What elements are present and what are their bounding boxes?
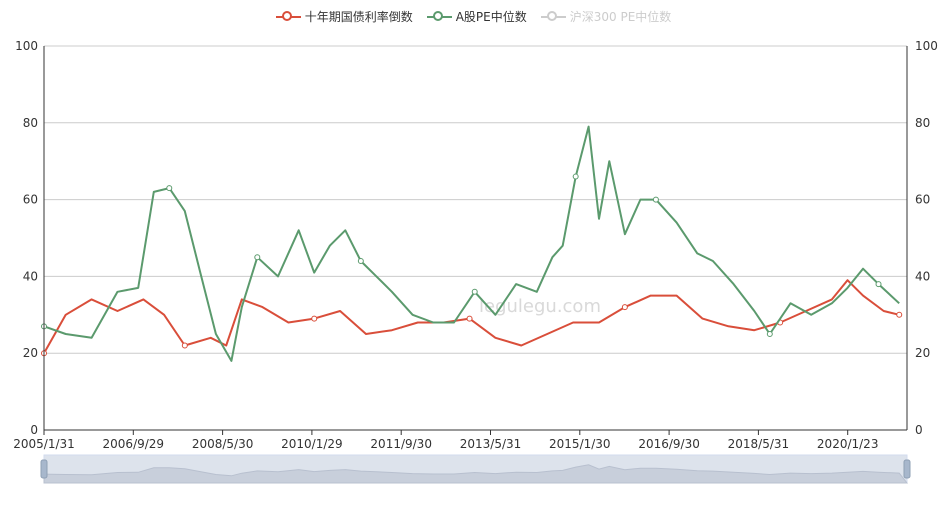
y-tick-label-right: 100	[915, 39, 938, 53]
legend-marker-icon	[426, 10, 452, 24]
y-tick-label-left: 0	[30, 423, 38, 437]
y-tick-label-right: 0	[915, 423, 923, 437]
y-tick-label-right: 60	[915, 193, 930, 207]
legend-item-a-share-pe-median[interactable]: A股PE中位数	[426, 8, 527, 25]
y-tick-label-right: 40	[915, 269, 930, 283]
data-point	[652, 196, 659, 203]
data-point	[311, 315, 318, 322]
zoom-handle[interactable]	[903, 459, 911, 479]
data-point	[466, 315, 473, 322]
x-tick-label: 2005/1/31	[13, 437, 75, 451]
x-tick-label: 2010/1/29	[281, 437, 343, 451]
legend-item-bond-yield-inverse[interactable]: 十年期国债利率倒数	[275, 8, 413, 25]
data-point	[766, 331, 773, 337]
data-point	[181, 342, 188, 349]
data-point	[621, 304, 628, 311]
zoom-handle[interactable]	[40, 459, 48, 479]
series-line	[43, 125, 900, 362]
data-point	[254, 254, 261, 261]
data-point	[166, 185, 173, 192]
watermark: legulegu.com	[479, 296, 601, 317]
x-tick-label: 2018/5/31	[728, 437, 790, 451]
zoom-preview-area	[43, 464, 909, 484]
data-point	[471, 288, 478, 295]
legend-label: A股PE中位数	[455, 10, 527, 24]
data-point	[875, 281, 882, 288]
y-tick-label-left: 60	[23, 193, 38, 207]
x-tick-label: 2016/9/30	[638, 437, 700, 451]
legend-label: 沪深300 PE中位数	[569, 10, 672, 24]
y-tick-label-right: 20	[915, 346, 930, 360]
data-zoom-slider[interactable]	[40, 454, 911, 484]
y-tick-label-left: 80	[23, 116, 38, 130]
legend-marker-icon	[275, 10, 301, 24]
legend-item-csi300-pe-median[interactable]: 沪深300 PE中位数	[540, 8, 672, 25]
x-tick-label: 2015/1/30	[549, 437, 611, 451]
y-tick-label-left: 40	[23, 269, 38, 283]
data-point	[572, 173, 579, 180]
legend-marker-icon	[540, 10, 566, 24]
y-tick-label-left: 100	[15, 39, 38, 53]
y-tick-label-left: 20	[23, 346, 38, 360]
legend-label: 十年期国债利率倒数	[304, 10, 413, 24]
data-point	[896, 311, 903, 318]
y-tick-label-right: 80	[915, 116, 930, 130]
x-tick-label: 2013/5/31	[460, 437, 522, 451]
x-tick-label: 2008/5/30	[192, 437, 254, 451]
data-point	[357, 258, 364, 265]
x-tick-label: 2011/9/30	[370, 437, 432, 451]
legend: 十年期国债利率倒数 A股PE中位数 沪深300 PE中位数	[0, 8, 947, 25]
x-tick-label: 2020/1/23	[817, 437, 879, 451]
x-tick-label: 2006/9/29	[103, 437, 165, 451]
